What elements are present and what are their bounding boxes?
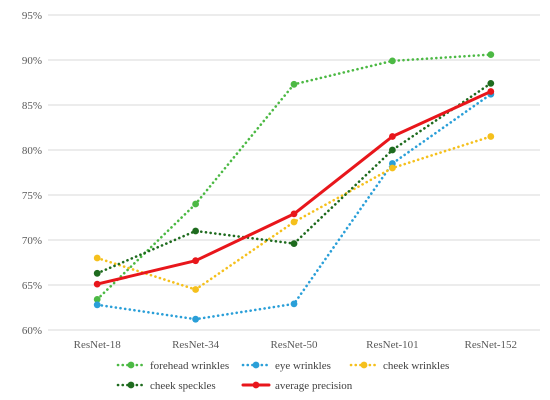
x-tick-label: ResNet-101 <box>366 339 419 351</box>
series-line <box>95 53 493 301</box>
legend-label: average precision <box>275 380 353 392</box>
data-point <box>192 200 200 208</box>
legend-label: cheek speckles <box>150 380 216 392</box>
gridlines <box>48 14 540 331</box>
y-tick-label: 60% <box>22 325 42 337</box>
series-cheek-speckles <box>93 80 495 277</box>
data-point <box>290 210 298 218</box>
data-point <box>389 164 396 172</box>
legend-label: cheek wrinkles <box>383 360 449 372</box>
data-point <box>389 133 396 140</box>
y-tick-label: 85% <box>22 100 42 112</box>
legend-marker <box>360 361 368 369</box>
y-tick-label: 90% <box>22 55 42 67</box>
legend-label: eye wrinkles <box>275 360 331 372</box>
legend: forehead wrinkles eye wrinkles cheek wrink… <box>116 360 449 392</box>
data-point <box>192 227 200 235</box>
series-lines <box>93 51 495 323</box>
data-point <box>487 51 495 58</box>
y-tick-label: 65% <box>22 280 42 292</box>
data-point <box>290 80 298 88</box>
data-point <box>290 240 298 248</box>
legend-item: eye wrinkles <box>241 360 331 372</box>
data-point <box>93 254 101 262</box>
data-point <box>93 296 101 303</box>
series-line <box>95 90 493 286</box>
data-point <box>290 300 298 308</box>
data-point <box>487 133 495 140</box>
legend-label: forehead wrinkles <box>150 360 229 372</box>
x-tick-label: ResNet-34 <box>172 339 220 351</box>
series-average-precision <box>93 88 495 288</box>
data-point <box>487 88 495 95</box>
legend-marker <box>252 361 260 369</box>
series-forehead-wrinkles <box>93 51 495 303</box>
x-tick-label: ResNet-18 <box>74 339 122 351</box>
data-point <box>192 315 200 323</box>
series-cheek-wrinkles <box>93 133 495 293</box>
y-tick-label: 70% <box>22 235 42 247</box>
data-point <box>93 280 101 288</box>
legend-item: average precision <box>241 380 353 392</box>
data-point <box>290 218 298 226</box>
series-line <box>95 92 493 321</box>
legend-item: forehead wrinkles <box>116 360 229 372</box>
y-axis-ticks: 60% 65% 70% 75% 80% 85% 90% 95% <box>22 10 42 337</box>
data-point <box>93 269 101 277</box>
series-eye-wrinkles <box>93 90 495 323</box>
data-point <box>192 286 200 293</box>
legend-marker <box>127 361 135 369</box>
legend-item: cheek speckles <box>116 380 216 392</box>
y-tick-label: 80% <box>22 145 42 157</box>
legend-item: cheek wrinkles <box>349 360 449 372</box>
data-point <box>192 257 200 265</box>
data-point <box>389 146 396 154</box>
y-tick-label: 95% <box>22 10 42 22</box>
data-point <box>389 57 396 65</box>
legend-marker <box>252 381 260 389</box>
x-tick-label: ResNet-50 <box>270 339 318 351</box>
x-axis-ticks: ResNet-18 ResNet-34 ResNet-50 ResNet-101 Res… <box>74 339 517 351</box>
x-tick-label: ResNet-152 <box>465 339 518 351</box>
data-point <box>487 80 495 87</box>
data-point <box>93 301 101 309</box>
y-tick-label: 75% <box>22 190 42 202</box>
legend-marker <box>127 381 135 389</box>
